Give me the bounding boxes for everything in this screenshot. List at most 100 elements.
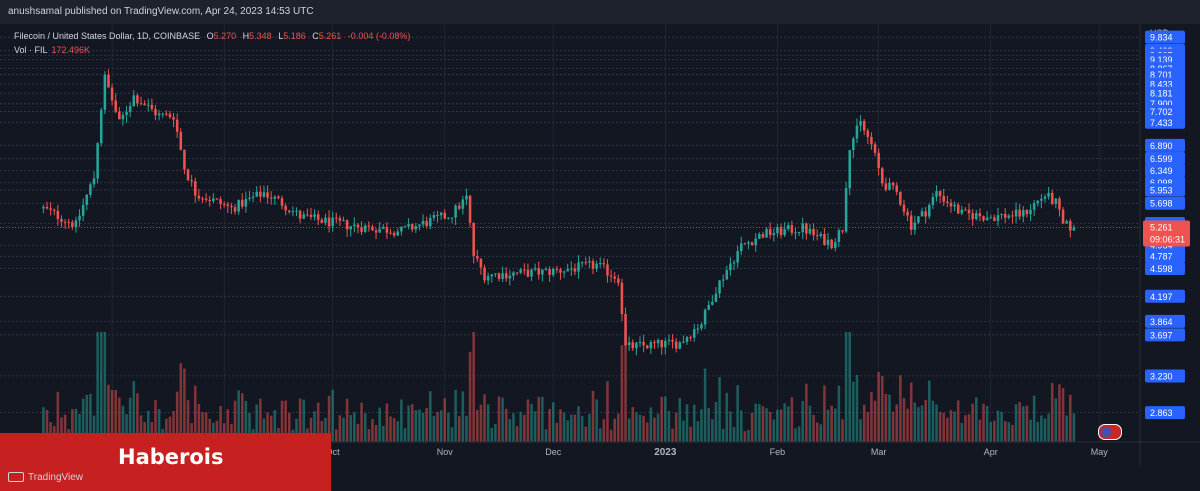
candle-body bbox=[479, 258, 483, 268]
volume-bar bbox=[656, 413, 660, 442]
volume-bar bbox=[450, 427, 454, 442]
volume-bar bbox=[877, 371, 880, 442]
candle-body bbox=[259, 191, 262, 197]
tradingview-logo: TradingView bbox=[8, 472, 83, 483]
volume-bar bbox=[768, 412, 772, 442]
candle-body bbox=[403, 226, 407, 228]
candle-body bbox=[1025, 209, 1029, 215]
volume-bar bbox=[367, 429, 371, 442]
candle-body bbox=[718, 280, 721, 294]
candle-body bbox=[743, 243, 747, 245]
candle-body bbox=[429, 217, 432, 227]
candle-body bbox=[385, 227, 389, 233]
volume-bar bbox=[985, 405, 989, 442]
candle-body bbox=[269, 197, 273, 199]
price-tick-label: 4.787 bbox=[1150, 252, 1173, 262]
candle-body bbox=[143, 103, 146, 106]
candle-body bbox=[486, 276, 490, 281]
volume-bar bbox=[190, 423, 193, 442]
candle-body bbox=[190, 180, 193, 182]
candle-body bbox=[812, 228, 815, 236]
candle-body bbox=[508, 275, 512, 279]
candle-body bbox=[414, 226, 418, 230]
price-tick-label: 6.349 bbox=[1150, 166, 1173, 176]
low-label: L bbox=[278, 31, 284, 41]
volume-bar bbox=[273, 410, 277, 442]
volume-bar bbox=[750, 412, 754, 442]
close-value: 5.261 bbox=[318, 31, 342, 41]
symbol-title[interactable]: Filecoin / United States Dollar, 1D, COI… bbox=[14, 31, 201, 41]
volume-bar bbox=[118, 397, 121, 442]
price-tick-bg bbox=[1145, 86, 1185, 100]
candle-body bbox=[349, 226, 353, 230]
us-flag-icon[interactable] bbox=[1098, 424, 1122, 440]
candle-body bbox=[888, 182, 891, 190]
candle-body bbox=[758, 234, 761, 239]
volume-bar bbox=[848, 332, 851, 442]
price-tick-bg bbox=[1145, 314, 1185, 328]
candle-body bbox=[179, 131, 183, 150]
candle-body bbox=[49, 208, 52, 210]
volume-bar bbox=[588, 414, 591, 442]
price-tick-label: 8.181 bbox=[1150, 89, 1173, 99]
candle-body bbox=[443, 212, 447, 219]
volume-bar bbox=[790, 397, 794, 442]
candle-body bbox=[121, 114, 125, 120]
volume-bar bbox=[1040, 415, 1043, 442]
candle-body bbox=[85, 194, 89, 205]
volume-bar bbox=[400, 399, 403, 442]
candle-body bbox=[1047, 192, 1050, 197]
candle-body bbox=[678, 342, 682, 349]
volume-bar bbox=[786, 406, 790, 442]
candle-body bbox=[956, 204, 960, 214]
candle-body bbox=[204, 198, 208, 200]
tradingview-logo-text: TradingView bbox=[28, 472, 84, 483]
candle-body bbox=[580, 262, 584, 264]
candle-body bbox=[566, 269, 569, 272]
candle-body bbox=[1003, 214, 1007, 218]
volume-bar bbox=[852, 381, 855, 442]
candle-body bbox=[468, 195, 472, 223]
candle-body bbox=[631, 342, 635, 349]
candle-body bbox=[374, 230, 378, 233]
candle-body bbox=[682, 341, 685, 343]
candle-body bbox=[345, 220, 349, 230]
candle-body bbox=[114, 100, 117, 112]
price-tick-label: 3.697 bbox=[1150, 330, 1173, 340]
volume-bar bbox=[132, 381, 136, 442]
time-tick-label: Feb bbox=[770, 447, 786, 457]
price-chart[interactable]: USD9.8349.4099.2679.1398.8678.7018.4338.… bbox=[0, 24, 1200, 491]
volume-bar bbox=[783, 403, 786, 442]
volume-bar bbox=[595, 399, 598, 442]
volume-bar bbox=[714, 401, 718, 442]
candle-body bbox=[107, 74, 110, 88]
candle-body bbox=[1000, 214, 1003, 216]
candle-body bbox=[895, 185, 899, 192]
volume-bar bbox=[103, 332, 107, 442]
candle-body bbox=[356, 224, 360, 228]
volume-bar bbox=[664, 396, 667, 442]
volume-bar bbox=[993, 420, 996, 442]
countdown-timer: 09:06:31 bbox=[1150, 234, 1185, 244]
candle-body bbox=[447, 217, 450, 219]
volume-bar bbox=[1025, 405, 1029, 442]
candle-body bbox=[960, 209, 964, 214]
candle-body bbox=[671, 339, 674, 342]
price-tick-label: 2.863 bbox=[1150, 408, 1173, 418]
volume-bar bbox=[577, 406, 580, 442]
price-tick-label: 6.098 bbox=[1150, 178, 1173, 188]
volume-bar bbox=[928, 380, 931, 442]
candle-body bbox=[1014, 209, 1018, 217]
candle-body bbox=[302, 214, 305, 219]
candle-body bbox=[844, 188, 848, 232]
volume-bar bbox=[570, 414, 573, 442]
volume-bar bbox=[392, 418, 396, 442]
candle-body bbox=[396, 231, 400, 236]
candle-body bbox=[523, 269, 526, 271]
volume-bar bbox=[837, 385, 841, 442]
price-tick-bg bbox=[1145, 183, 1185, 197]
volume-bar bbox=[794, 428, 797, 442]
candle-body bbox=[873, 144, 877, 153]
candle-body bbox=[465, 195, 468, 200]
candle-body bbox=[711, 301, 714, 305]
